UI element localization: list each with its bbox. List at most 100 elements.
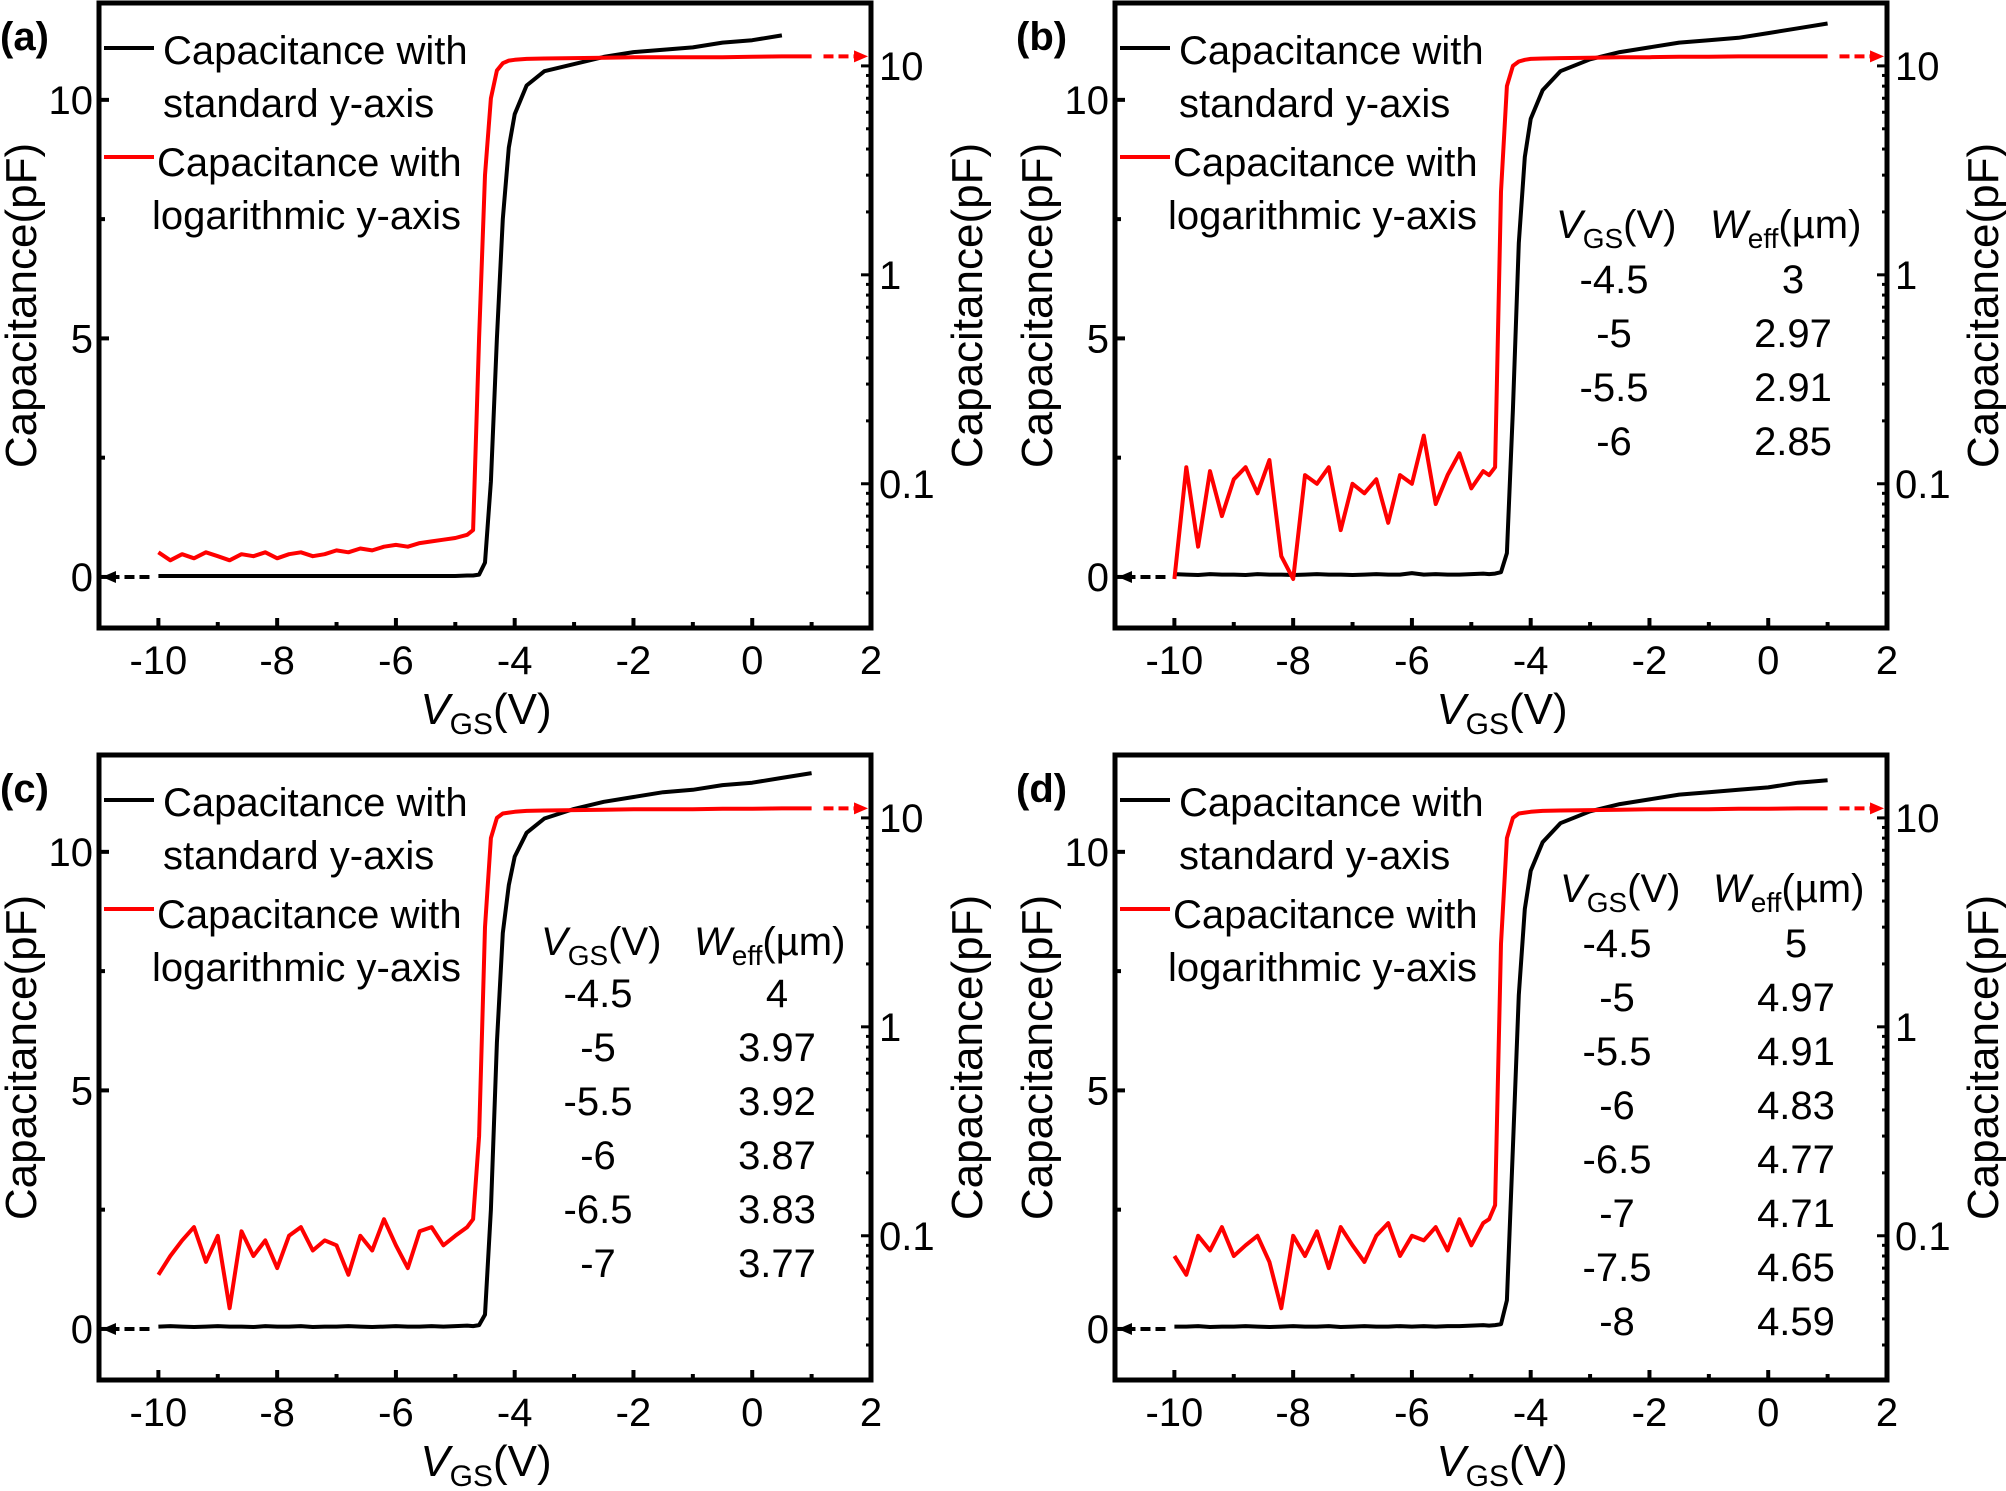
table-cell: -6 — [580, 1134, 616, 1178]
y-right-axis-label: Capacitance(pF) — [943, 895, 992, 1220]
table-cell: 4.59 — [1757, 1300, 1835, 1344]
x-tick-label: 0 — [1757, 639, 1779, 683]
y-right-tick-label: 10 — [879, 797, 924, 841]
x-axis-label-main: V — [1436, 1437, 1469, 1486]
table-cell: -4.5 — [564, 972, 633, 1016]
table-cell: 4.77 — [1757, 1138, 1835, 1182]
x-axis-label-unit: (V) — [1509, 685, 1568, 734]
table-header: Weff(µm) — [694, 920, 845, 971]
table-header-main: W — [694, 920, 735, 964]
y-right-tick-label: 1 — [879, 254, 901, 298]
y-left-tick-label: 5 — [1087, 317, 1109, 361]
y-right-tick-label: 0.1 — [1895, 463, 1951, 507]
legend-label-line1: Capacitance with — [1179, 781, 1484, 825]
x-axis-label-unit: (V) — [493, 1437, 552, 1486]
y-right-axis-label: Capacitance(pF) — [1959, 143, 2006, 468]
x-tick-label: -8 — [259, 1391, 295, 1435]
table-header-sub: GS — [1583, 223, 1623, 254]
table-cell: 3.97 — [738, 1026, 816, 1070]
y-left-tick-label: 5 — [71, 1069, 93, 1113]
table-cell: 2.85 — [1754, 420, 1832, 464]
table-header-main: V — [1556, 203, 1586, 247]
table-cell: -7.5 — [1583, 1246, 1652, 1290]
y-right-tick-label: 0.1 — [879, 463, 935, 507]
x-tick-label: 2 — [860, 639, 882, 683]
table-header: VGS(V) — [541, 920, 661, 971]
table-cell: -6.5 — [564, 1188, 633, 1232]
x-axis-label-main: V — [1436, 685, 1469, 734]
table-cell: -4.5 — [1583, 922, 1652, 966]
y-left-tick-label: 0 — [71, 1308, 93, 1352]
table-cell: 3.77 — [738, 1242, 816, 1286]
table-header-main: V — [541, 920, 571, 964]
x-axis-label-main: V — [420, 685, 453, 734]
y-left-tick-label: 10 — [49, 831, 94, 875]
y-right-tick-label: 1 — [879, 1006, 901, 1050]
x-tick-label: 2 — [860, 1391, 882, 1435]
x-tick-label: -4 — [497, 639, 533, 683]
table-header: Weff(µm) — [1713, 867, 1864, 918]
panel-a: -10 -8 -6 -4 -2 0 2 0 5 10 0.1 1 10 Capacitance(pF) Ca… — [0, 0, 992, 745]
y-right-tick-label: 10 — [879, 45, 924, 89]
x-axis-label-sub: GS — [1466, 1460, 1509, 1491]
table-header-sub: GS — [1587, 887, 1627, 918]
y-right-axis-label: Capacitance(pF) — [943, 143, 992, 468]
panel-d: -10 -8 -6 -4 -2 0 2 0 5 10 0.1 1 10 Capacitance(pF) Ca… — [1013, 752, 2006, 1491]
table-cell: 4.83 — [1757, 1084, 1835, 1128]
y-left-axis-label: Capacitance(pF) — [1013, 895, 1062, 1220]
x-axis-label-unit: (V) — [493, 685, 552, 734]
series-log-line — [1172, 806, 1828, 1311]
table-header-main: W — [1710, 203, 1751, 247]
table-header: VGS(V) — [1560, 867, 1680, 918]
x-axis-label-sub: GS — [450, 1460, 493, 1491]
table-cell: -4.5 — [1580, 258, 1649, 302]
y-left-tick-label: 0 — [71, 556, 93, 600]
table-cell: 4.97 — [1757, 976, 1835, 1020]
x-tick-label: -6 — [378, 1391, 414, 1435]
x-axis-label: VGS(V) — [420, 1437, 551, 1491]
table-cell: -7 — [580, 1242, 616, 1286]
y-left-tick-label: 0 — [1087, 1308, 1109, 1352]
right-axis-arrow-head — [854, 50, 869, 63]
table-cell: 2.91 — [1754, 366, 1832, 410]
x-tick-label: -6 — [1394, 639, 1430, 683]
x-axis-label: VGS(V) — [420, 685, 551, 741]
table-cell: -5 — [1599, 976, 1635, 1020]
y-right-tick-label: 1 — [1895, 1006, 1917, 1050]
x-axis-label-main: V — [420, 1437, 453, 1486]
right-axis-arrow-head — [854, 802, 869, 815]
x-tick-label: -2 — [616, 1391, 652, 1435]
table-cell: 4.65 — [1757, 1246, 1835, 1290]
y-left-tick-label: 10 — [1065, 79, 1110, 123]
table-cell: -8 — [1599, 1300, 1635, 1344]
table-header-sub: eff — [1751, 887, 1782, 918]
panel-label: (c) — [0, 767, 49, 811]
table-cell: -5.5 — [1583, 1030, 1652, 1074]
x-axis-label-unit: (V) — [1509, 1437, 1568, 1486]
table-cell: 4 — [766, 972, 788, 1016]
y-right-tick-label: 1 — [1895, 254, 1917, 298]
x-tick-label: 0 — [1757, 1391, 1779, 1435]
legend-label-line1: Capacitance with — [157, 893, 462, 937]
series-log-line — [1172, 54, 1828, 581]
x-tick-label: -2 — [1632, 1391, 1668, 1435]
y-left-axis-label: Capacitance(pF) — [0, 895, 46, 1220]
plot-frame — [96, 0, 874, 631]
legend-label-line2: logarithmic y-axis — [152, 194, 461, 238]
x-tick-label: -6 — [1394, 1391, 1430, 1435]
x-tick-label: 2 — [1876, 639, 1898, 683]
legend-label-line1: Capacitance with — [1173, 893, 1478, 937]
legend-label-line2: standard y-axis — [1179, 82, 1450, 126]
plot-frame — [96, 752, 874, 1383]
y-right-tick-label: 0.1 — [879, 1215, 935, 1259]
legend-label-line1: Capacitance with — [1179, 29, 1484, 73]
x-tick-label: -10 — [129, 639, 187, 683]
panel-b: -10 -8 -6 -4 -2 0 2 0 5 10 0.1 1 10 Capacitance(pF) Ca… — [1013, 0, 2006, 745]
x-tick-label: -10 — [1145, 1391, 1203, 1435]
table-header-main: W — [1713, 867, 1754, 911]
y-left-tick-label: 10 — [1065, 831, 1110, 875]
table-cell: 3.83 — [738, 1188, 816, 1232]
right-axis-arrow-head — [1870, 50, 1885, 63]
